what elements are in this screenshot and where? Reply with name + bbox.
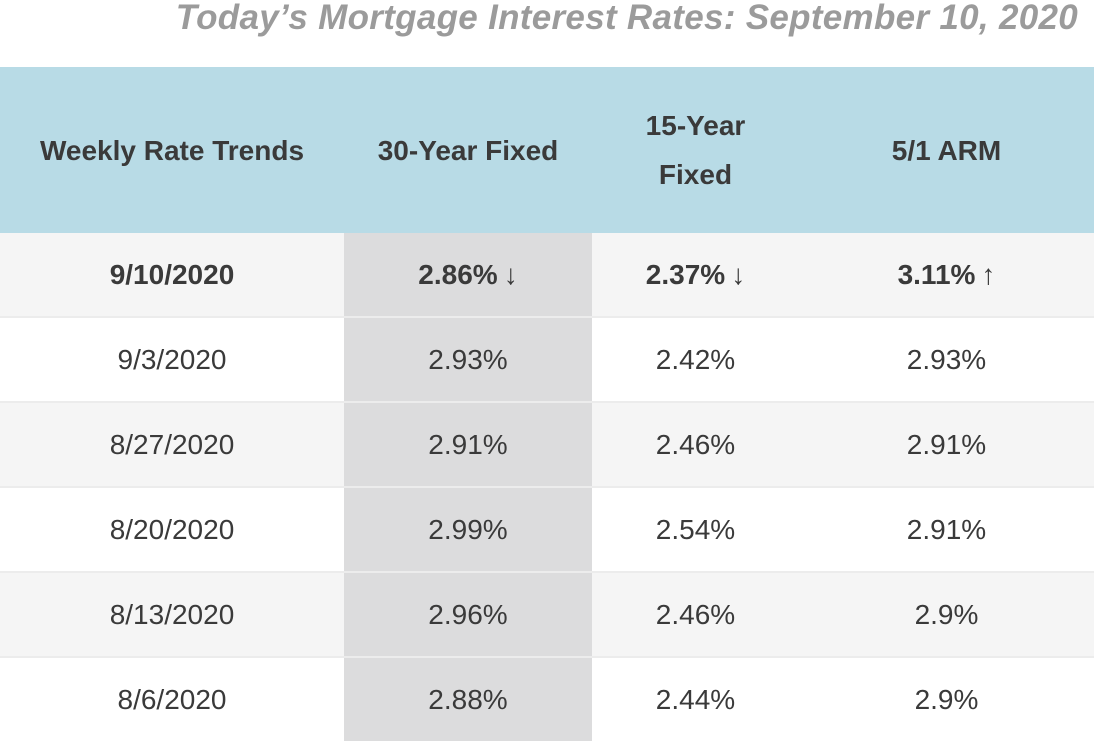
arrow-up-icon: ↑ bbox=[981, 258, 996, 290]
rate-cell-5-1-arm: 3.11% ↑ bbox=[799, 233, 1094, 317]
table-row: 9/3/2020 2.93% 2.42% 2.93% bbox=[0, 316, 1094, 402]
rate-cell-15-year-fixed: 2.44% bbox=[592, 656, 799, 741]
table-row: 8/13/2020 2.96% 2.46% 2.9% bbox=[0, 571, 1094, 657]
rate-cell-30-year-fixed: 2.86% ↓ bbox=[344, 233, 592, 317]
page-title: Today’s Mortgage Interest Rates: Septemb… bbox=[175, 0, 1078, 37]
date-cell: 8/20/2020 bbox=[0, 486, 344, 572]
rate-cell-30-year-fixed: 2.99% bbox=[344, 486, 592, 572]
table-row: 9/10/2020 2.86% ↓ 2.37% ↓ 3.11% ↑ bbox=[0, 233, 1094, 317]
rate-cell-15-year-fixed: 2.54% bbox=[592, 486, 799, 572]
rate-cell-5-1-arm: 2.9% bbox=[799, 656, 1094, 741]
rate-cell-15-year-fixed: 2.42% bbox=[592, 316, 799, 402]
rate-cell-15-year-fixed: 2.46% bbox=[592, 571, 799, 657]
rate-value: 2.37% bbox=[645, 258, 726, 290]
rate-cell-15-year-fixed: 2.46% bbox=[592, 401, 799, 487]
table-row: 8/20/2020 2.99% 2.54% 2.91% bbox=[0, 486, 1094, 572]
column-header-weekly-rate-trends: Weekly Rate Trends bbox=[0, 67, 344, 233]
date-cell: 8/27/2020 bbox=[0, 401, 344, 487]
date-cell: 9/3/2020 bbox=[0, 316, 344, 402]
rate-cell-30-year-fixed: 2.88% bbox=[344, 656, 592, 741]
rate-cell-30-year-fixed: 2.96% bbox=[344, 571, 592, 657]
table-row: 8/27/2020 2.91% 2.46% 2.91% bbox=[0, 401, 1094, 487]
column-header-15-year-fixed: 15-Year Fixed bbox=[592, 67, 799, 233]
arrow-down-icon: ↓ bbox=[503, 258, 518, 290]
date-cell: 9/10/2020 bbox=[0, 233, 344, 317]
rate-cell-5-1-arm: 2.9% bbox=[799, 571, 1094, 657]
rate-cell-5-1-arm: 2.93% bbox=[799, 316, 1094, 402]
table-header-row: Weekly Rate Trends 30-Year Fixed 15-Year… bbox=[0, 67, 1094, 233]
mortgage-rates-table: Weekly Rate Trends 30-Year Fixed 15-Year… bbox=[0, 67, 1094, 741]
rate-value: 2.86% bbox=[418, 258, 498, 290]
column-header-5-1-arm: 5/1 ARM bbox=[799, 67, 1094, 233]
date-cell: 8/6/2020 bbox=[0, 656, 344, 741]
arrow-down-icon: ↓ bbox=[731, 258, 746, 290]
rate-value: 3.11% bbox=[897, 258, 976, 290]
column-header-30-year-fixed: 30-Year Fixed bbox=[344, 67, 592, 233]
table-row: 8/6/2020 2.88% 2.44% 2.9% bbox=[0, 656, 1094, 741]
rate-cell-5-1-arm: 2.91% bbox=[799, 401, 1094, 487]
rate-cell-5-1-arm: 2.91% bbox=[799, 486, 1094, 572]
date-cell: 8/13/2020 bbox=[0, 571, 344, 657]
rate-cell-30-year-fixed: 2.91% bbox=[344, 401, 592, 487]
rate-cell-30-year-fixed: 2.93% bbox=[344, 316, 592, 402]
rate-cell-15-year-fixed: 2.37% ↓ bbox=[592, 233, 799, 317]
